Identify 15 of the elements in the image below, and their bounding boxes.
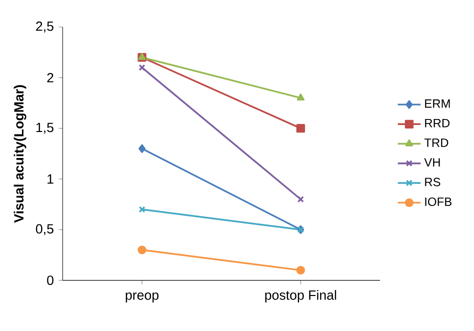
y-axis-title: Visual acuity(LogMar) <box>14 85 26 223</box>
legend-label: ERM <box>425 99 450 108</box>
y-tick-label: 2,5 <box>36 21 54 33</box>
y-tick-label: 1,5 <box>36 122 54 134</box>
y-tick-label: 0 <box>47 276 54 286</box>
legend-label: VH <box>424 158 440 166</box>
y-tick-label: 2 <box>47 73 54 82</box>
y-tick-label: 0,5 <box>36 224 54 236</box>
legend-label: IOFB <box>425 197 452 206</box>
legend-label: RS <box>425 178 440 186</box>
legend-label: TRD <box>424 138 448 147</box>
legend-label: RRD <box>425 119 450 128</box>
x-tick-label: preop <box>126 292 158 302</box>
y-tick-label: 1 <box>48 174 54 184</box>
x-tick-label: postop Final <box>265 290 336 302</box>
